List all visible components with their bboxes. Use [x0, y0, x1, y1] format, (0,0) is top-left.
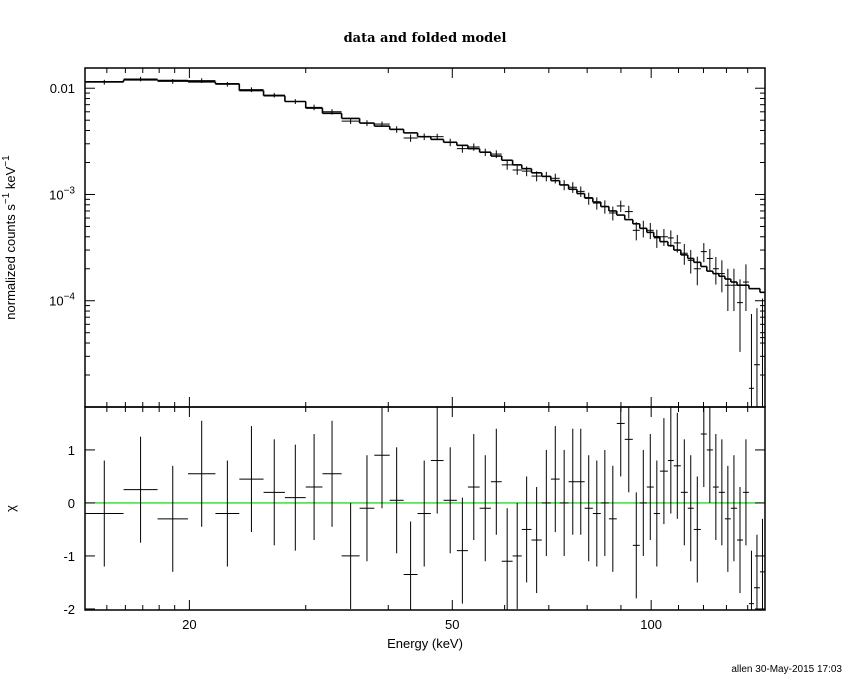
x-axis-label: Energy (keV) — [387, 636, 463, 651]
chart-title: data and folded model — [344, 31, 507, 46]
y-tick-label: 10−3 — [49, 185, 75, 202]
x-tick-label: 20 — [182, 617, 196, 632]
y-tick-base: 10 — [49, 187, 63, 202]
y-tick-label: -2 — [63, 602, 75, 617]
y-label-superscript: −1 — [1, 155, 12, 167]
y-label-superscript: −1 — [1, 192, 12, 204]
y-label-text: χ — [3, 505, 18, 512]
panel-frame — [84, 406, 766, 611]
y-axis-label: normalized counts s−1 keV−1 — [1, 155, 18, 320]
y-tick-label: 10−4 — [49, 292, 75, 309]
footer: allen 30-May-2015 17:03 — [731, 664, 842, 675]
panel-frame — [84, 67, 766, 408]
x-tick-label: 50 — [445, 617, 459, 632]
y-tick-label: 1 — [68, 443, 75, 458]
y-label-text: keV — [3, 166, 18, 192]
y-tick-exponent: −4 — [64, 292, 76, 303]
y-tick-label: 0 — [68, 496, 75, 511]
y-tick-exponent: −3 — [64, 185, 76, 196]
panel — [85, 407, 765, 610]
y-tick-label: -1 — [63, 549, 75, 564]
x-tick-label: 100 — [640, 617, 662, 632]
y-label-text: normalized counts s — [3, 204, 18, 320]
y-axis-label: χ — [3, 505, 18, 512]
panel — [85, 76, 765, 407]
y-tick-label: 0.01 — [50, 81, 75, 96]
y-tick-base: 10 — [49, 294, 63, 309]
